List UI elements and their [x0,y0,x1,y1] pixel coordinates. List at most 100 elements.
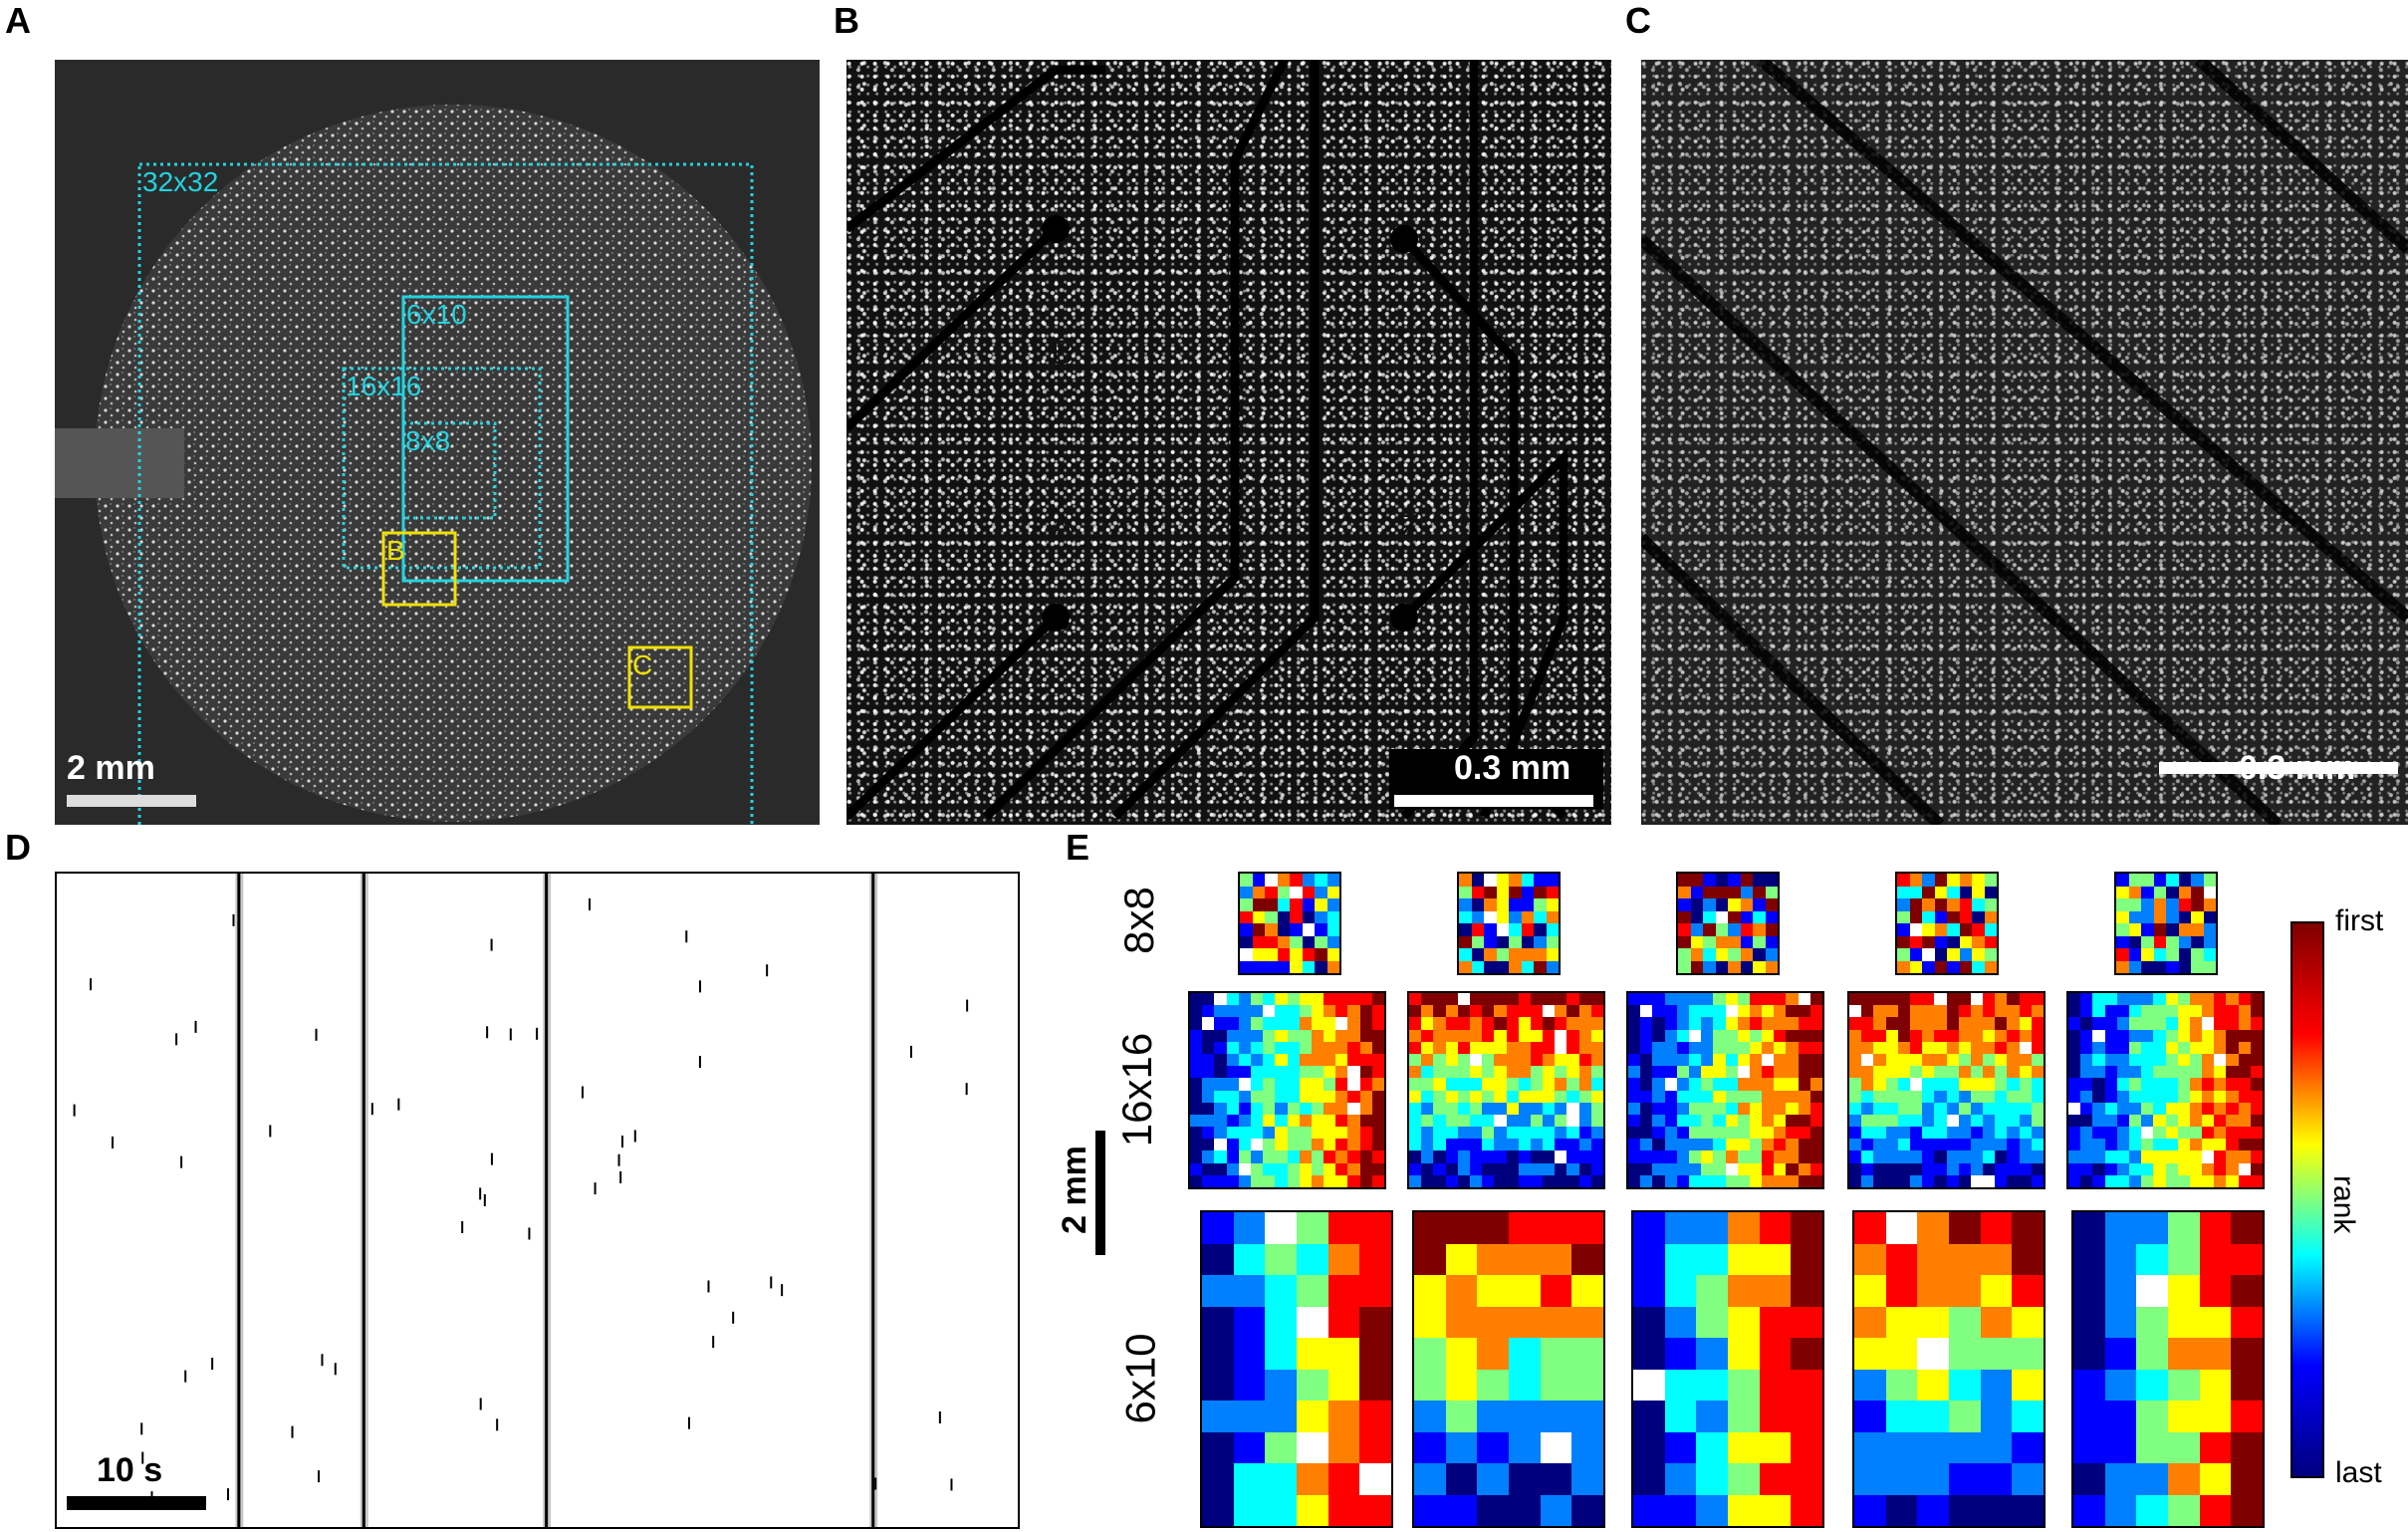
rank-map-16x16-3 [1626,991,1824,1189]
rank-cell [1324,993,1336,1006]
rank-cell [1555,1017,1567,1030]
rank-cell [1347,1017,1360,1030]
rank-cell [1433,993,1446,1006]
rank-cell [1371,1041,1384,1054]
panel-c-micrograph: 0.3 mm [1641,60,2408,825]
rank-cell [1909,1041,1923,1054]
rank-cell [2007,1029,2020,1042]
rank-cell [2203,874,2216,887]
rank-cell [2068,1162,2081,1175]
rank-cell [1302,960,1315,973]
rank-cell [2165,1029,2178,1042]
colorbar-first-label: first [2335,904,2384,937]
rank-cell [1190,1127,1203,1140]
rank-cell [1774,1066,1787,1079]
rank-cell [1469,1017,1483,1030]
rank-cell [2080,1041,2093,1054]
rank-cell [1678,874,1691,887]
rank-cell [2019,1139,2032,1151]
rank-cell [1590,1102,1603,1115]
rank-cell [1233,1494,1266,1526]
rank-cell [2153,910,2166,923]
rank-cell [1922,898,1935,911]
rank-cell [2202,1150,2215,1163]
rank-cell [1854,1306,1886,1338]
rank-map-6x10-5 [2071,1210,2265,1528]
rank-cell [2214,1005,2227,1018]
rank-cell [1518,1005,1531,1018]
rank-cell [1922,910,1935,923]
rank-cell [1287,1041,1300,1054]
spike-tick [370,1103,373,1116]
rank-cell [1715,935,1728,948]
spike-tick [496,1418,499,1431]
rank-cell [1226,993,1239,1006]
rank-cell [1995,993,2008,1006]
rank-cell [1296,1463,1328,1495]
rank-cell [1786,1078,1799,1091]
rank-cell [1727,1212,1760,1244]
panel-label-b: B [834,0,859,41]
rank-cell [1873,1078,1886,1091]
rank-cell [2214,1066,2227,1079]
rank-cell [1640,1162,1653,1175]
rank-cell [1849,1150,1862,1163]
rank-cell [1290,923,1303,936]
rank-cell [2226,1174,2239,1187]
rank-cell [1252,923,1265,936]
rank-cell [2019,1053,2032,1067]
rank-cell [1922,1029,1935,1042]
rank-cell [1226,1005,1239,1018]
rank-cell [2104,1066,2117,1079]
rank-cell [1664,1078,1677,1091]
rank-cell [1509,935,1522,948]
rank-cell [1690,898,1703,911]
rank-cell [1534,898,1547,911]
rank-cell [1958,1090,1971,1103]
rank-cell [1190,1162,1203,1175]
rank-cell [1740,874,1753,887]
rank-cell [1571,1494,1603,1526]
rank-cell [2068,1114,2081,1128]
rank-cell [1421,1017,1434,1030]
rank-cell [1457,1053,1470,1067]
rank-cell [1263,1066,1276,1079]
rank-cell [1421,1029,1434,1042]
rank-cell [1628,1162,1641,1175]
rank-cell [1506,1017,1519,1030]
rank-cell [1414,1494,1446,1526]
rank-cell [1477,1494,1509,1526]
rank-cell [1263,1174,1276,1187]
rank-cell [1494,1090,1507,1103]
rank-cell [1749,1150,1763,1163]
rank-cell [1701,1114,1714,1128]
rank-cell [1762,1114,1775,1128]
rank-cell [2104,1431,2137,1463]
rank-cell [1983,1041,1996,1054]
rank-cell [1546,886,1559,898]
rank-map-8x8-4 [1895,872,1999,975]
rank-cell [1640,1102,1653,1115]
rank-cell [2189,1174,2203,1187]
rank-cell [1359,1029,1372,1042]
rank-cell [2226,1162,2239,1175]
rank-cell [2189,1090,2203,1103]
rank-cell [1759,1243,1792,1275]
rank-cell [2116,1078,2129,1091]
rank-cell [2031,1114,2044,1128]
rank-cell [1543,1174,1556,1187]
rank-cell [2178,923,2191,936]
rank-cell [1359,1102,1372,1115]
spike-tick [194,1020,197,1033]
rank-cell [1226,1102,1239,1115]
rank-cell [2141,1017,2154,1030]
rank-cell [1371,1053,1384,1067]
rank-cell [1713,1127,1726,1140]
rank-cell [1791,1401,1822,1432]
rank-cell [1958,1150,1971,1163]
rank-cell [1543,1162,1556,1175]
rank-cell [1590,1174,1603,1187]
rank-cell [1934,1102,1947,1115]
rank-cell [2250,1041,2263,1054]
rank-cell [2189,993,2203,1006]
